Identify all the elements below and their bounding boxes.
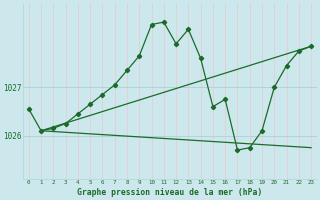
X-axis label: Graphe pression niveau de la mer (hPa): Graphe pression niveau de la mer (hPa) bbox=[77, 188, 263, 197]
